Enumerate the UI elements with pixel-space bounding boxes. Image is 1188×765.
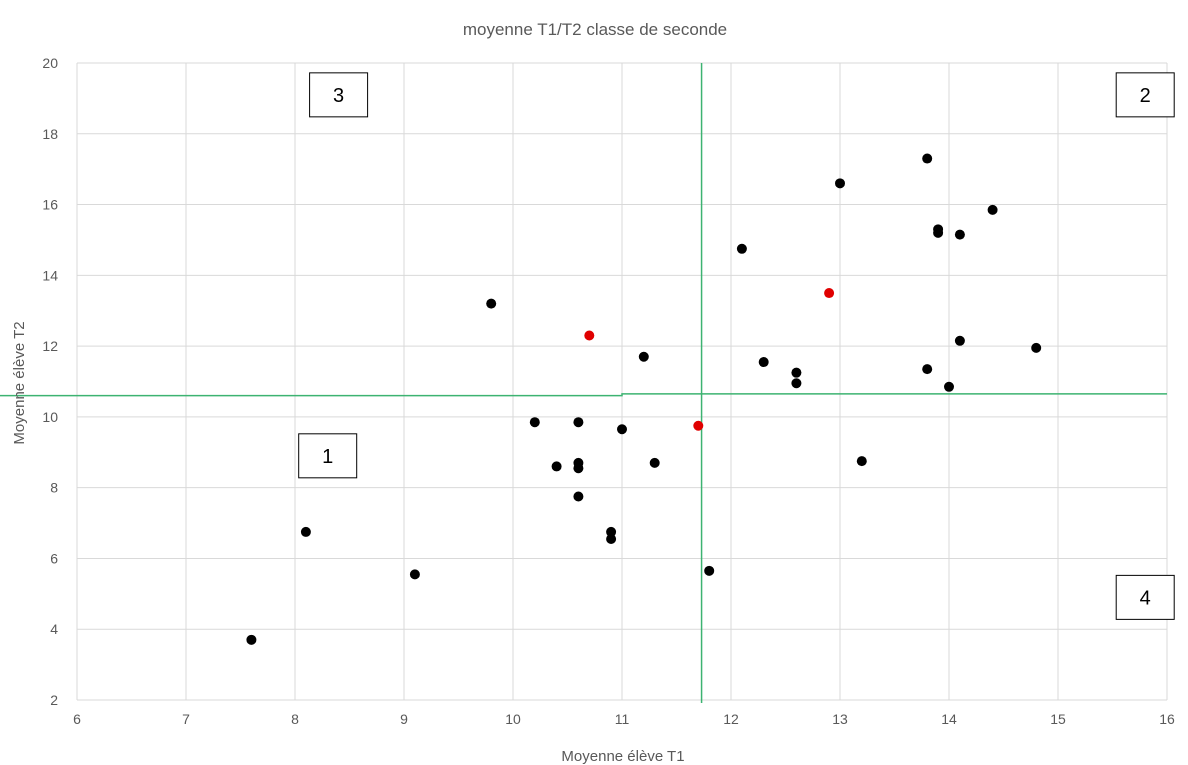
y-tick-18: 18 xyxy=(42,126,58,142)
y-tick-8: 8 xyxy=(50,480,58,496)
y-tick-2: 2 xyxy=(50,692,58,708)
x-tick-15: 15 xyxy=(1050,711,1066,727)
grid-lines xyxy=(76,62,1168,701)
data-point-s0-25 xyxy=(933,227,944,238)
data-point-s0-19 xyxy=(791,378,802,389)
x-tick-10: 10 xyxy=(505,711,521,727)
data-point-s0-0 xyxy=(246,634,257,645)
quadrant-box-4 xyxy=(1115,574,1175,620)
data-point-s0-1 xyxy=(300,526,311,537)
x-tick-13: 13 xyxy=(832,711,848,727)
horizontal-reference-line xyxy=(0,393,1167,397)
data-point-s0-3 xyxy=(486,298,497,309)
quadrant-box-3 xyxy=(309,72,369,118)
data-point-s0-21 xyxy=(856,456,867,467)
quadrant-box-1 xyxy=(298,433,358,479)
x-tick-16: 16 xyxy=(1159,711,1175,727)
y-tick-4: 4 xyxy=(50,621,58,637)
y-tick-14: 14 xyxy=(42,267,58,283)
y-tick-6: 6 xyxy=(50,550,58,566)
data-point-s0-5 xyxy=(551,461,562,472)
data-point-s0-27 xyxy=(954,229,965,240)
y-axis-label: Moyenne élève T2 xyxy=(11,321,28,444)
quadrant-labels: 1 2 3 4 xyxy=(298,72,1175,620)
y-tick-16: 16 xyxy=(42,197,58,213)
y-tick-labels: 2 4 6 8 10 12 14 16 18 20 xyxy=(42,55,58,708)
data-point-s0-11 xyxy=(606,533,617,544)
quadrant-label-3: 3 xyxy=(333,85,344,107)
data-point-s0-28 xyxy=(954,335,965,346)
x-tick-14: 14 xyxy=(941,711,957,727)
quadrant-box-2 xyxy=(1115,72,1175,118)
data-point-s0-22 xyxy=(922,153,933,164)
data-point-s0-6 xyxy=(573,417,584,428)
data-point-s0-13 xyxy=(638,351,649,362)
x-tick-12: 12 xyxy=(723,711,739,727)
data-point-s1-1 xyxy=(693,420,704,431)
quadrant-label-2: 2 xyxy=(1140,85,1151,107)
data-point-s0-20 xyxy=(835,178,845,189)
data-point-s0-12 xyxy=(617,424,627,435)
quadrant-label-4: 4 xyxy=(1140,587,1151,609)
data-point-s0-9 xyxy=(573,491,584,502)
x-tick-6: 6 xyxy=(73,711,81,727)
data-point-s0-18 xyxy=(791,367,802,378)
data-point-s0-29 xyxy=(987,204,998,215)
data-point-s1-2 xyxy=(824,288,835,299)
y-tick-12: 12 xyxy=(42,338,58,354)
x-tick-11: 11 xyxy=(615,711,630,727)
data-point-s0-26 xyxy=(944,381,954,392)
y-tick-10: 10 xyxy=(42,409,58,425)
data-point-s0-4 xyxy=(529,417,540,428)
data-points xyxy=(246,153,1042,645)
data-point-s0-30 xyxy=(1031,342,1042,353)
data-point-s0-2 xyxy=(409,569,420,580)
data-point-s0-23 xyxy=(922,364,933,375)
y-tick-20: 20 xyxy=(42,55,58,71)
data-point-s0-14 xyxy=(649,457,660,468)
data-point-s0-8 xyxy=(573,463,584,474)
x-axis-label: Moyenne élève T1 xyxy=(561,748,684,765)
x-tick-9: 9 xyxy=(400,711,408,727)
data-point-s0-17 xyxy=(758,357,769,368)
data-point-s0-10 xyxy=(606,526,617,537)
quadrant-label-1: 1 xyxy=(322,446,333,468)
reference-lines xyxy=(0,63,1167,703)
data-point-s0-16 xyxy=(736,243,747,254)
data-point-s0-15 xyxy=(704,565,715,576)
chart-title: moyenne T1/T2 classe de seconde xyxy=(463,20,727,39)
x-tick-8: 8 xyxy=(291,711,299,727)
x-tick-labels: 6 7 8 9 10 11 12 13 14 15 16 xyxy=(73,711,1175,727)
data-point-s1-0 xyxy=(584,330,595,341)
x-tick-7: 7 xyxy=(182,711,190,727)
